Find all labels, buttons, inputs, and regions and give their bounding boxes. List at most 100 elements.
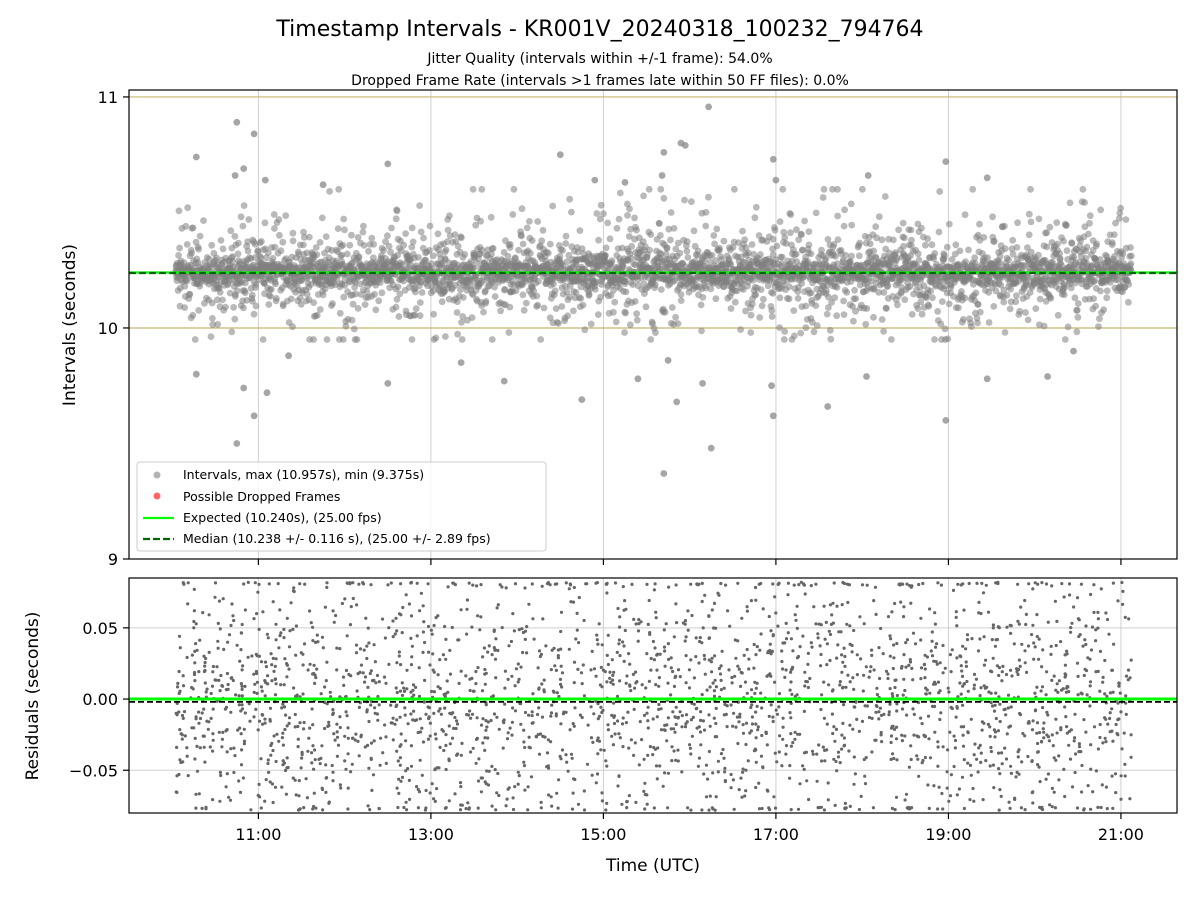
residual-point (513, 582, 518, 586)
residual-point (984, 583, 988, 587)
interval-point (776, 294, 784, 302)
interval-point (451, 231, 459, 239)
residual-point (803, 684, 807, 688)
residual-point (211, 664, 215, 669)
residual-point (1031, 790, 1035, 794)
residual-point (807, 797, 811, 802)
interval-point (1000, 298, 1008, 306)
interval-point (591, 176, 599, 184)
interval-point (482, 298, 490, 305)
residual-point (846, 600, 850, 605)
residual-point (542, 678, 546, 682)
residual-point (505, 737, 510, 741)
residual-point (522, 740, 526, 744)
interval-point (368, 234, 376, 242)
residual-point (1044, 582, 1049, 586)
residual-point (621, 640, 625, 644)
residual-point (313, 681, 317, 686)
interval-point (1040, 322, 1048, 330)
residual-point (470, 712, 475, 716)
interval-point (1061, 284, 1068, 292)
residual-point (730, 681, 734, 685)
interval-point (672, 245, 680, 253)
interval-point (774, 278, 782, 286)
residual-point (444, 733, 448, 737)
interval-point (1036, 295, 1044, 303)
interval-point (830, 241, 838, 248)
residual-point (789, 744, 794, 748)
residual-point (474, 761, 478, 765)
residual-point (947, 690, 951, 694)
interval-point (566, 195, 574, 203)
interval-point (607, 291, 615, 299)
residual-point (882, 712, 886, 717)
residual-point (777, 705, 781, 709)
interval-point (870, 313, 877, 321)
interval-point (1110, 231, 1118, 239)
residual-point (274, 622, 278, 626)
interval-point (208, 241, 216, 249)
interval-point (1127, 252, 1135, 260)
interval-point (969, 185, 977, 193)
top-interval-points (172, 103, 1135, 477)
interval-point (768, 307, 776, 314)
residual-point (1063, 705, 1067, 709)
interval-point (594, 311, 602, 318)
residual-point (894, 678, 898, 682)
residual-point (759, 581, 763, 586)
residual-point (684, 681, 688, 685)
interval-point (974, 319, 981, 327)
interval-point (856, 239, 864, 247)
interval-point (790, 332, 798, 340)
residual-point (919, 616, 923, 620)
residual-point (516, 782, 520, 786)
residual-point (724, 583, 728, 587)
residual-point (627, 746, 631, 750)
residual-point (935, 642, 939, 646)
residual-point (1092, 583, 1096, 587)
interval-point (900, 234, 908, 242)
interval-point (385, 242, 393, 250)
residual-point (1016, 619, 1020, 623)
interval-point (279, 302, 287, 310)
residual-point (972, 683, 977, 687)
interval-point (518, 205, 526, 213)
residual-point (784, 668, 788, 672)
residual-point (887, 710, 891, 714)
residual-point (490, 653, 494, 657)
residual-point (712, 689, 717, 693)
interval-point (207, 333, 215, 340)
residual-point (604, 759, 608, 763)
residual-point (928, 756, 933, 760)
residual-point (1009, 771, 1014, 776)
residual-point (459, 785, 463, 789)
residual-point (750, 703, 754, 707)
interval-point (430, 310, 437, 318)
interval-point (928, 241, 936, 249)
interval-point (245, 216, 253, 223)
residual-point (1089, 807, 1093, 811)
interval-point (843, 289, 851, 296)
residual-point (383, 723, 387, 727)
residual-point (713, 654, 717, 658)
residual-point (521, 650, 525, 655)
residual-point (596, 717, 600, 721)
interval-point (477, 217, 484, 225)
residual-point (582, 808, 587, 812)
residual-point (1004, 713, 1008, 717)
interval-point (756, 314, 764, 321)
residual-point (365, 710, 369, 714)
interval-point (265, 301, 273, 308)
interval-point (416, 202, 423, 210)
interval-point (642, 303, 650, 311)
interval-point (660, 149, 668, 156)
interval-point (297, 300, 305, 308)
residual-point (777, 692, 782, 696)
residual-point (331, 711, 335, 715)
interval-point (1003, 291, 1011, 299)
interval-point (626, 205, 633, 213)
interval-point (772, 176, 780, 184)
residual-point (348, 623, 353, 627)
interval-point (769, 412, 777, 420)
interval-point (622, 288, 630, 296)
